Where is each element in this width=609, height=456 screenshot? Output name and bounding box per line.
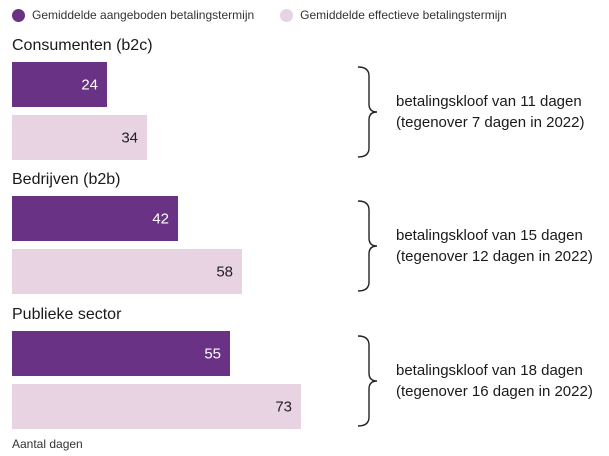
annotation-line-2: (tegenover 12 dagen in 2022) <box>396 248 593 265</box>
annotation-line-2: (tegenover 7 dagen in 2022) <box>396 114 585 131</box>
group-title: Bedrijven (b2b) <box>12 171 121 188</box>
bar-value-label: 34 <box>121 129 138 146</box>
annotation-line-1: betalingskloof van 18 dagen <box>396 362 583 379</box>
legend-dot-offered <box>12 8 25 22</box>
chart-legend: Gemiddelde aangeboden betalingstermijn G… <box>12 6 533 24</box>
bar-value-label: 73 <box>275 398 292 415</box>
bar-offered: 24 <box>12 62 107 107</box>
bar-value-label: 55 <box>204 345 221 362</box>
brace-path <box>357 200 378 292</box>
x-axis-label: Aantal dagen <box>12 437 83 451</box>
legend-item-offered: Gemiddelde aangeboden betalingstermijn <box>12 8 254 22</box>
bar-value-label: 58 <box>216 263 233 280</box>
brace-icon <box>357 66 378 158</box>
bar-value-label: 24 <box>81 76 98 93</box>
brace-path <box>357 335 378 427</box>
bar-offered: 55 <box>12 331 230 376</box>
brace-icon <box>357 335 378 427</box>
brace-icon <box>357 200 378 292</box>
annotation-line-1: betalingskloof van 11 dagen <box>396 93 582 110</box>
brace-path <box>357 66 378 158</box>
annotation-line-2: (tegenover 16 dagen in 2022) <box>396 383 593 400</box>
bar-offered: 42 <box>12 196 178 241</box>
bar-effective: 58 <box>12 249 242 294</box>
legend-dot-effective <box>280 8 294 22</box>
legend-label-offered: Gemiddelde aangeboden betalingstermijn <box>32 8 255 22</box>
group-title: Consumenten (b2c) <box>12 37 153 54</box>
payment-gap-annotation: betalingskloof van 15 dagen (tegenover 12… <box>396 225 593 267</box>
annotation-line-1: betalingskloof van 15 dagen <box>396 227 583 244</box>
legend-label-effective: Gemiddelde effectieve betalingstermijn <box>300 8 507 22</box>
group-title: Publieke sector <box>12 306 122 323</box>
bar-effective: 73 <box>12 384 301 429</box>
legend-item-effective: Gemiddelde effectieve betalingstermijn <box>280 8 507 22</box>
bar-effective: 34 <box>12 115 147 160</box>
payment-gap-annotation: betalingskloof van 11 dagen (tegenover 7 … <box>396 91 584 133</box>
payment-gap-annotation: betalingskloof van 18 dagen (tegenover 16… <box>396 360 593 402</box>
bar-value-label: 42 <box>152 210 169 227</box>
